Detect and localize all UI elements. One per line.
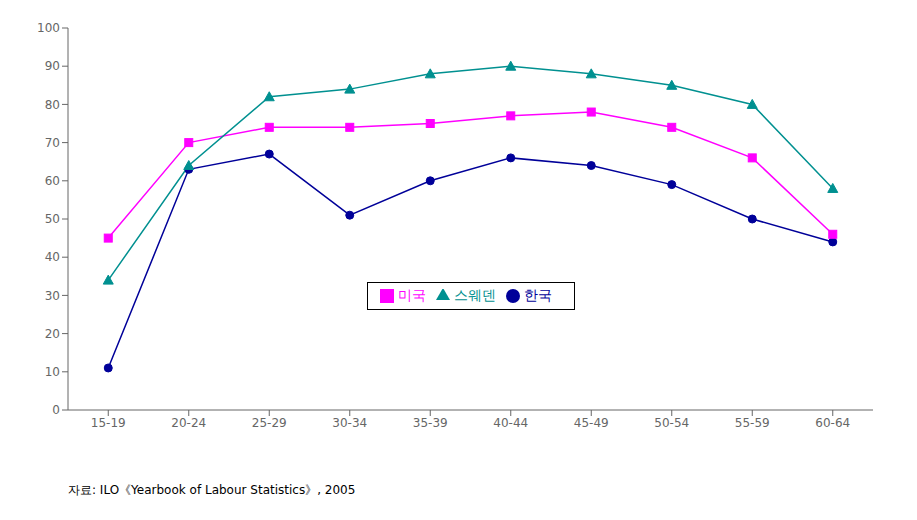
svg-text:20: 20: [45, 327, 60, 341]
svg-text:45-49: 45-49: [574, 416, 609, 430]
html-text:스웨덴: 스웨덴: [453, 287, 496, 304]
svg-text:15-19: 15-19: [91, 416, 126, 430]
svg-text:30: 30: [45, 289, 60, 303]
svg-text:30-34: 30-34: [332, 416, 367, 430]
svg-text:10: 10: [45, 365, 60, 379]
svg-text:0: 0: [52, 403, 60, 417]
svg-text:80: 80: [45, 98, 60, 112]
svg-text:20-24: 20-24: [171, 416, 206, 430]
svg-text:70: 70: [45, 136, 60, 150]
html-text:한국: 한국: [523, 287, 552, 304]
svg-text:40: 40: [45, 250, 60, 264]
svg-text:40-44: 40-44: [493, 416, 528, 430]
svg-text:90: 90: [45, 59, 60, 73]
svg-text:50: 50: [45, 212, 60, 226]
svg-text:60: 60: [45, 174, 60, 188]
svg-text:50-54: 50-54: [654, 416, 689, 430]
html-text:미국: 미국: [397, 287, 426, 304]
svg-text:55-59: 55-59: [735, 416, 770, 430]
svg-text:100: 100: [37, 21, 60, 35]
svg-text:60-64: 60-64: [815, 416, 850, 430]
html-text:자료: ILO《Yearbook of Labour Sta: 자료: ILO《Yearbook of Labour Statistics》, …: [68, 483, 356, 497]
svg-text:25-29: 25-29: [252, 416, 287, 430]
svg-text:35-39: 35-39: [413, 416, 448, 430]
